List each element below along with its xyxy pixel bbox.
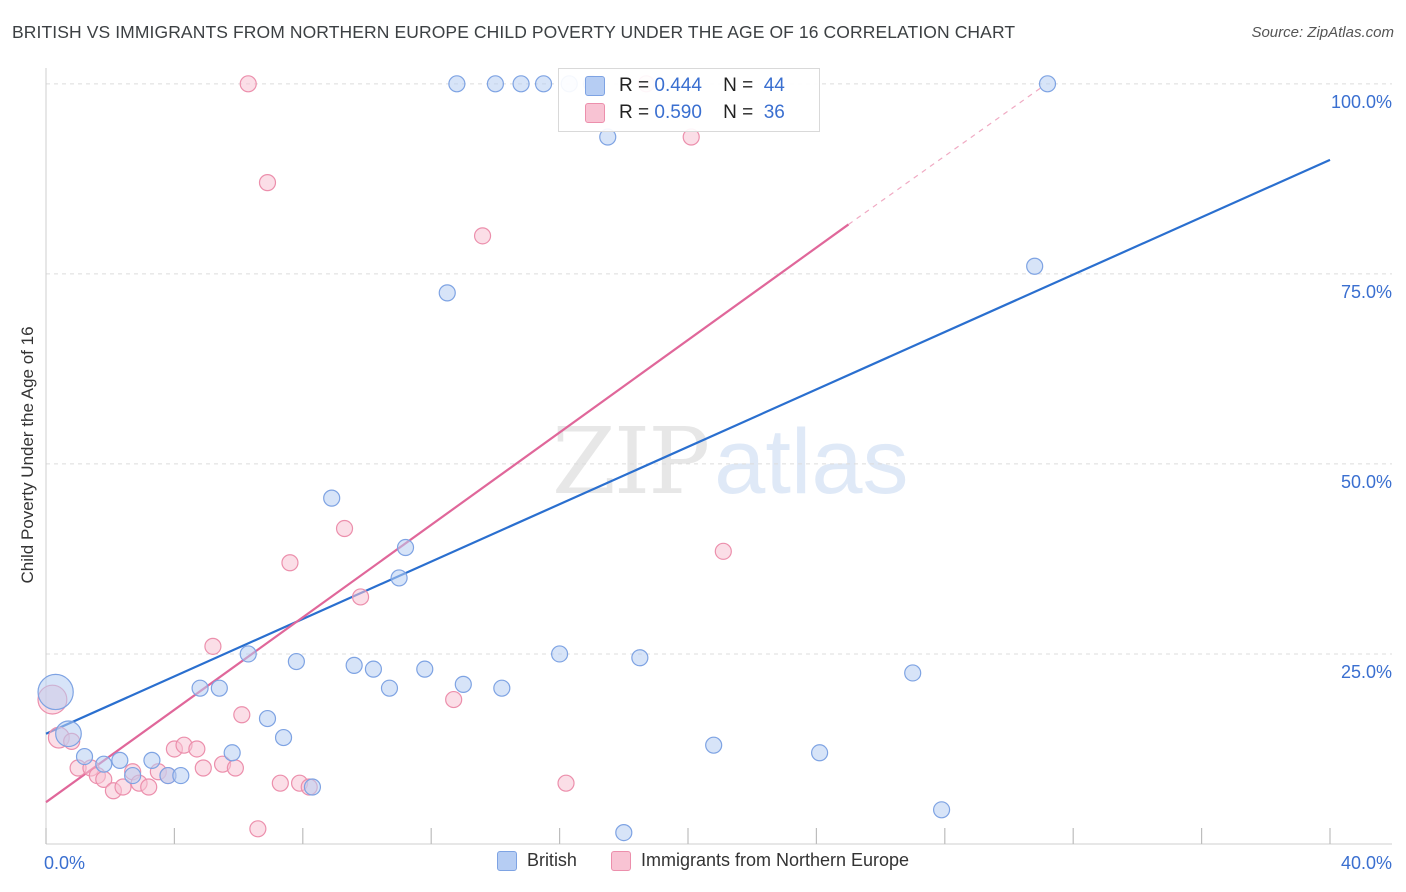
legend-immigrants-label: Immigrants from Northern Europe <box>640 850 910 870</box>
legend-item-british: British <box>496 850 577 871</box>
british-point <box>111 751 129 769</box>
british-point <box>416 660 434 678</box>
british-point <box>438 284 456 302</box>
legend-immigrants-swatch <box>610 850 631 871</box>
british-point <box>287 652 305 671</box>
immigrants-point <box>258 174 277 192</box>
immigrants-point <box>233 706 251 724</box>
british-trend-line <box>45 158 1331 735</box>
british-point <box>512 75 530 93</box>
british-point <box>124 766 142 785</box>
legend-british-swatch <box>496 850 517 871</box>
immigrants-point <box>226 759 244 777</box>
immigrants-trend-line <box>45 223 850 804</box>
british-point <box>210 679 228 697</box>
chart-title: BRITISH VS IMMIGRANTS FROM NORTHERN EURO… <box>12 22 1016 42</box>
gridlines <box>46 83 1392 655</box>
immigrants-r-label: R = <box>619 102 650 123</box>
british-point <box>550 645 569 663</box>
british-point <box>904 664 922 682</box>
british-point <box>274 728 293 747</box>
tick-labels: 25.0% 50.0% 75.0% 100.0% 0.0% 40.0% <box>44 92 1392 873</box>
axes <box>45 68 1392 845</box>
immigrants-r-value: 0.590 <box>654 102 702 123</box>
immigrants-point <box>271 774 289 792</box>
immigrants-point <box>239 75 257 93</box>
british-point <box>454 675 472 693</box>
british-point <box>615 823 633 842</box>
british-point <box>1026 257 1044 275</box>
british-point <box>390 569 408 587</box>
british-point <box>172 766 190 785</box>
y-axis-label: Child Poverty Under the Age of 16 <box>18 326 37 584</box>
stats-row-british: R = 0.444 N = 44 <box>585 75 785 97</box>
british-point <box>55 720 82 748</box>
immigrants-n-label: N = <box>723 102 754 123</box>
british-r-value: 0.444 <box>654 75 702 96</box>
british-point <box>534 75 553 93</box>
immigrants-trend-extension <box>848 87 1042 225</box>
legend-british-label: British <box>526 850 577 870</box>
british-point <box>258 709 277 728</box>
y-tick-label: 25.0% <box>1341 662 1392 682</box>
immigrants-point <box>249 820 267 838</box>
british-point <box>448 75 466 93</box>
immigrants-point <box>204 637 222 655</box>
immigrants-point <box>194 759 212 777</box>
y-tick-label: 75.0% <box>1341 282 1392 302</box>
source-label: Source: ZipAtlas.com <box>1251 24 1394 41</box>
british-point <box>811 744 829 762</box>
immigrants-point <box>473 227 492 245</box>
x-tick-label-min: 0.0% <box>44 853 85 873</box>
british-point <box>364 660 383 678</box>
immigrants-point <box>445 690 463 709</box>
british-point <box>37 673 74 711</box>
british-point <box>75 747 94 766</box>
british-swatch <box>585 76 605 96</box>
immigrants-point <box>557 774 575 792</box>
stats-row-immigrants: R = 0.590 N = 36 <box>585 102 785 124</box>
x-tick-label-max: 40.0% <box>1341 853 1392 873</box>
british-point <box>323 489 341 507</box>
trend-lines <box>45 87 1331 804</box>
british-point <box>239 645 257 663</box>
british-r-label: R = <box>619 75 650 96</box>
british-point <box>223 744 241 762</box>
british-n-label: N = <box>723 75 754 96</box>
british-point <box>380 679 399 697</box>
y-tick-label: 50.0% <box>1341 472 1392 492</box>
data-points <box>37 75 1057 842</box>
british-point <box>396 538 415 557</box>
british-n-value: 44 <box>763 75 785 96</box>
legend-item-immigrants: Immigrants from Northern Europe <box>610 850 910 871</box>
british-point <box>345 656 363 674</box>
immigrants-point <box>335 519 354 538</box>
immigrants-point <box>351 588 370 606</box>
immigrants-point <box>188 740 206 758</box>
british-point <box>932 801 951 819</box>
immigrants-point <box>114 778 132 796</box>
british-point <box>1038 75 1057 93</box>
british-point <box>493 679 511 697</box>
immigrants-swatch <box>585 103 605 123</box>
stats-legend: R = 0.444 N = 44 R = 0.590 N = 36 <box>558 68 820 132</box>
british-point <box>486 75 504 93</box>
immigrants-point <box>714 542 732 560</box>
immigrants-point <box>281 554 299 572</box>
british-point <box>143 751 161 769</box>
british-point <box>705 736 723 754</box>
british-point <box>95 755 113 773</box>
british-point <box>303 778 322 796</box>
y-tick-label: 100.0% <box>1331 92 1392 112</box>
british-point <box>631 649 649 667</box>
british-point <box>191 679 209 697</box>
immigrants-point <box>140 778 158 796</box>
bottom-legend: British Immigrants from Northern Europe <box>0 850 1406 871</box>
immigrants-n-value: 36 <box>763 102 785 123</box>
